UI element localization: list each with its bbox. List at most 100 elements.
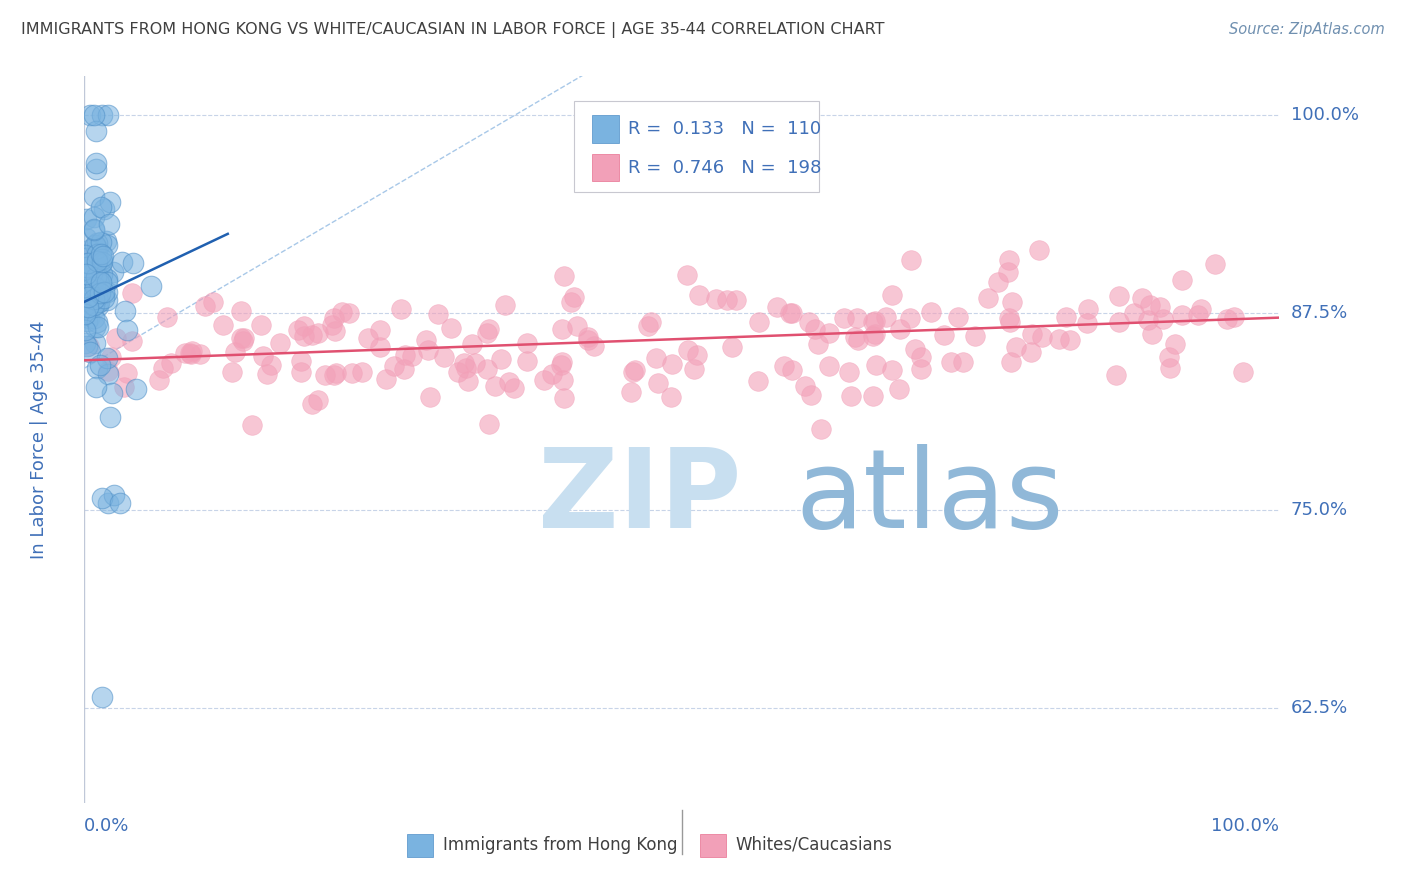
Point	[1077, 302, 1099, 317]
Point	[141, 279, 163, 293]
Point	[946, 310, 969, 324]
Point	[685, 348, 707, 362]
Point	[229, 331, 252, 345]
Point	[87, 269, 110, 284]
Point	[86, 241, 108, 255]
Point	[1152, 311, 1174, 326]
Point	[576, 330, 599, 344]
Bar	[700, 834, 725, 857]
Point	[76, 260, 98, 275]
Point	[224, 344, 246, 359]
Point	[1076, 316, 1098, 330]
Point	[79, 273, 101, 287]
Point	[1021, 326, 1043, 341]
Point	[323, 368, 346, 382]
Point	[91, 254, 114, 268]
Point	[1171, 308, 1194, 322]
Point	[86, 361, 108, 376]
Point	[704, 293, 727, 307]
Point	[620, 385, 643, 400]
Point	[427, 307, 450, 321]
Point	[844, 329, 866, 343]
Point	[201, 295, 224, 310]
Point	[780, 363, 803, 377]
Point	[939, 355, 962, 369]
Point	[416, 343, 439, 357]
Point	[863, 313, 886, 327]
Point	[174, 346, 197, 360]
Point	[576, 333, 599, 347]
Point	[156, 310, 179, 324]
Point	[89, 247, 111, 261]
Point	[249, 318, 271, 332]
Point	[86, 155, 108, 169]
Point	[188, 347, 211, 361]
Point	[560, 295, 582, 310]
Point	[83, 320, 105, 334]
Point	[797, 315, 820, 329]
Point	[910, 350, 932, 364]
Point	[817, 359, 839, 373]
Point	[640, 316, 662, 330]
Point	[76, 256, 98, 270]
Point	[100, 350, 122, 364]
Point	[1189, 302, 1212, 317]
Point	[80, 294, 103, 309]
Point	[659, 390, 682, 404]
Point	[1005, 340, 1028, 354]
Point	[96, 238, 118, 252]
Point	[269, 335, 291, 350]
Point	[456, 361, 478, 376]
Point	[97, 108, 120, 122]
Point	[122, 256, 145, 270]
Text: Source: ZipAtlas.com: Source: ZipAtlas.com	[1229, 22, 1385, 37]
Point	[478, 322, 501, 336]
Point	[478, 417, 501, 432]
Point	[676, 343, 699, 357]
Point	[90, 200, 112, 214]
Point	[75, 211, 97, 226]
Point	[86, 242, 108, 256]
Point	[683, 362, 706, 376]
Point	[779, 306, 801, 320]
Point	[101, 265, 124, 279]
Point	[748, 315, 770, 329]
Text: 75.0%: 75.0%	[1291, 501, 1348, 519]
Text: 0.0%: 0.0%	[84, 817, 129, 835]
Point	[90, 257, 112, 271]
Point	[83, 108, 105, 122]
Point	[1130, 292, 1153, 306]
Point	[83, 310, 105, 325]
Point	[838, 365, 860, 379]
Point	[1139, 298, 1161, 312]
Point	[84, 270, 107, 285]
Point	[256, 367, 278, 381]
Point	[179, 346, 201, 360]
Point	[350, 365, 373, 379]
Point	[84, 237, 107, 252]
Point	[91, 267, 114, 281]
Point	[307, 326, 329, 340]
Point	[932, 328, 955, 343]
Point	[551, 355, 574, 369]
Point	[498, 375, 520, 389]
Point	[86, 246, 108, 260]
Point	[77, 339, 100, 353]
Point	[910, 361, 932, 376]
Point	[382, 359, 405, 374]
Point	[772, 359, 794, 373]
Point	[83, 222, 105, 236]
Point	[1232, 365, 1254, 379]
Point	[80, 266, 103, 280]
Point	[73, 336, 96, 351]
Point	[181, 343, 204, 358]
Point	[93, 249, 115, 263]
Point	[375, 372, 398, 386]
Point	[998, 252, 1021, 267]
Point	[475, 326, 498, 340]
Point	[98, 409, 121, 424]
Point	[101, 386, 124, 401]
Point	[287, 322, 309, 336]
Point	[323, 310, 346, 325]
Point	[93, 202, 115, 216]
